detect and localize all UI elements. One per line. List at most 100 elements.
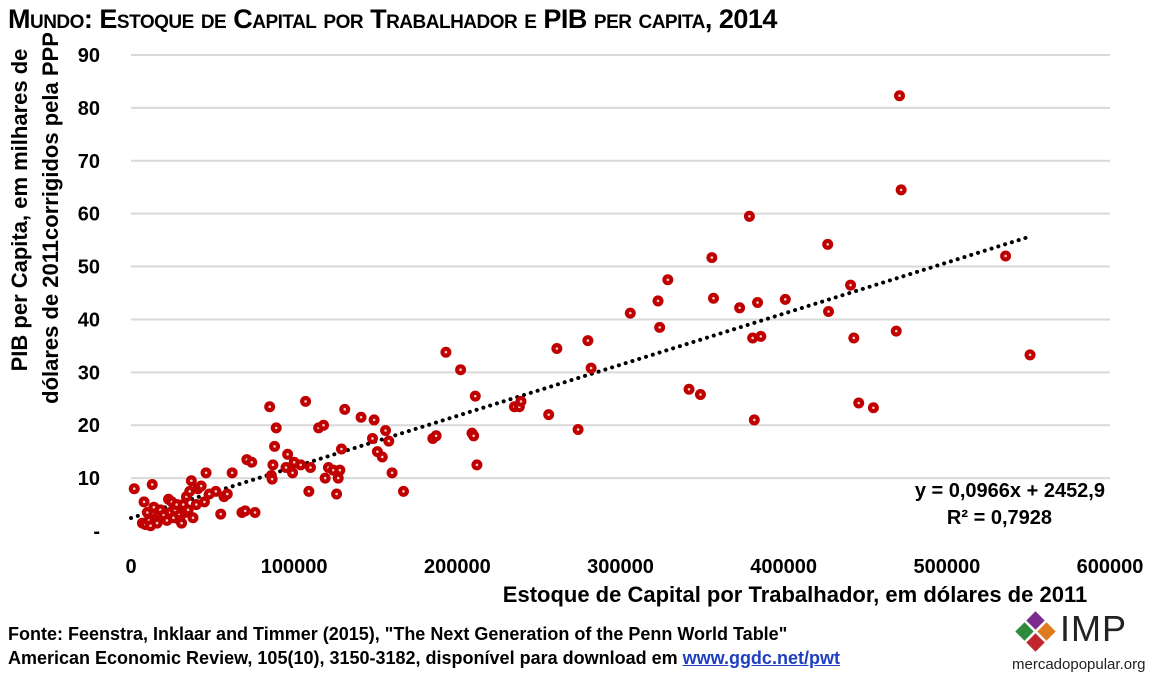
y-tick-label: 90 [78, 45, 100, 67]
data-point [694, 389, 706, 401]
data-point [867, 402, 879, 414]
data-point [515, 395, 527, 407]
source-line-1: Fonte: Feenstra, Inklaar and Timmer (201… [8, 624, 788, 644]
data-point [176, 517, 188, 529]
data-point [151, 517, 163, 529]
data-point [624, 307, 636, 319]
y-axis-ticks: - 10 20 30 40 50 60 70 80 90 [78, 45, 100, 543]
y-axis-label-line-1: PIB per Capita, em milhares de [7, 49, 32, 372]
data-point [303, 485, 315, 497]
source-link[interactable]: www.ggdc.net/pwt [682, 648, 840, 668]
data-point [319, 472, 331, 484]
data-points [128, 90, 1036, 532]
x-tick-label: 600000 [1077, 556, 1144, 578]
data-point [366, 432, 378, 444]
data-point [239, 505, 251, 517]
data-point [198, 496, 210, 508]
data-point [318, 419, 330, 431]
x-axis-label: Estoque de Capital por Trabalhador, em d… [503, 582, 1087, 607]
y-tick-label: 40 [78, 309, 100, 331]
data-point [335, 443, 347, 455]
data-point [295, 459, 307, 471]
data-point [331, 488, 343, 500]
y-tick-label: 60 [78, 204, 100, 226]
x-tick-label: 0 [125, 556, 136, 578]
data-point [1000, 250, 1012, 262]
data-point [368, 414, 380, 426]
r-squared: R² = 0,7928 [947, 507, 1052, 529]
x-tick-label: 300000 [587, 556, 654, 578]
data-point [543, 409, 555, 421]
data-point [397, 485, 409, 497]
source-note: Fonte: Feenstra, Inklaar and Timmer (201… [8, 622, 840, 670]
data-point [471, 459, 483, 471]
data-point [383, 435, 395, 447]
data-point [848, 332, 860, 344]
data-point [200, 467, 212, 479]
data-point [708, 292, 720, 304]
data-point [894, 90, 906, 102]
trendline-path [129, 235, 1031, 521]
data-point [779, 293, 791, 305]
data-point [267, 459, 279, 471]
data-point [304, 462, 316, 474]
data-point [300, 395, 312, 407]
logo-diamond-top [1026, 611, 1045, 630]
data-point [654, 321, 666, 333]
data-point [182, 504, 194, 516]
data-point [270, 422, 282, 434]
data-point [468, 430, 480, 442]
data-point [355, 411, 367, 423]
data-point [287, 467, 299, 479]
data-point [334, 464, 346, 476]
trend-equation: y = 0,0966x + 2452,9 [915, 480, 1105, 502]
trendline [129, 235, 1031, 521]
data-point [747, 332, 759, 344]
data-point [282, 448, 294, 460]
source-line-2: American Economic Review, 105(10), 3150-… [8, 646, 840, 670]
data-point [582, 335, 594, 347]
chart-title: Mundo: Estoque de Capital por Trabalhado… [8, 4, 777, 35]
y-tick-label: 10 [78, 468, 100, 490]
data-point [266, 473, 278, 485]
data-point [138, 496, 150, 508]
data-point [386, 467, 398, 479]
data-point [430, 430, 442, 442]
data-point [662, 274, 674, 286]
logo-text: IMP [1060, 608, 1128, 649]
data-point [752, 297, 764, 309]
data-point [845, 279, 857, 291]
x-tick-label: 400000 [750, 556, 817, 578]
data-point [221, 488, 233, 500]
data-point [195, 480, 207, 492]
data-point [249, 506, 261, 518]
data-point [440, 346, 452, 358]
y-tick-label: 70 [78, 151, 100, 173]
data-point [246, 456, 258, 468]
data-point [683, 383, 695, 395]
data-point [264, 401, 276, 413]
data-point [895, 184, 907, 196]
data-point [853, 397, 865, 409]
y-tick-label: 30 [78, 362, 100, 384]
y-tick-label: 80 [78, 98, 100, 120]
logo-site: mercadopopular.org [1012, 656, 1146, 673]
logo-diamond-left [1015, 622, 1034, 641]
x-tick-label: 200000 [424, 556, 491, 578]
data-point [755, 330, 767, 342]
data-point [226, 467, 238, 479]
data-point [823, 306, 835, 318]
data-point [187, 512, 199, 524]
title-part-3: , 2014 [704, 4, 778, 34]
data-point [822, 238, 834, 250]
title-part-1: Mundo: Estoque de Capital por Trabalhado… [8, 4, 587, 34]
source-line-2-text: American Economic Review, 105(10), 3150-… [8, 648, 683, 668]
x-axis-ticks: 0 100000 200000 300000 400000 500000 600000 [125, 556, 1143, 578]
y-tick-label: 20 [78, 415, 100, 437]
x-tick-label: 100000 [261, 556, 328, 578]
y-tick-label: - [93, 521, 100, 543]
logo-diamond-right [1037, 622, 1056, 641]
data-point [890, 325, 902, 337]
data-point [743, 210, 755, 222]
